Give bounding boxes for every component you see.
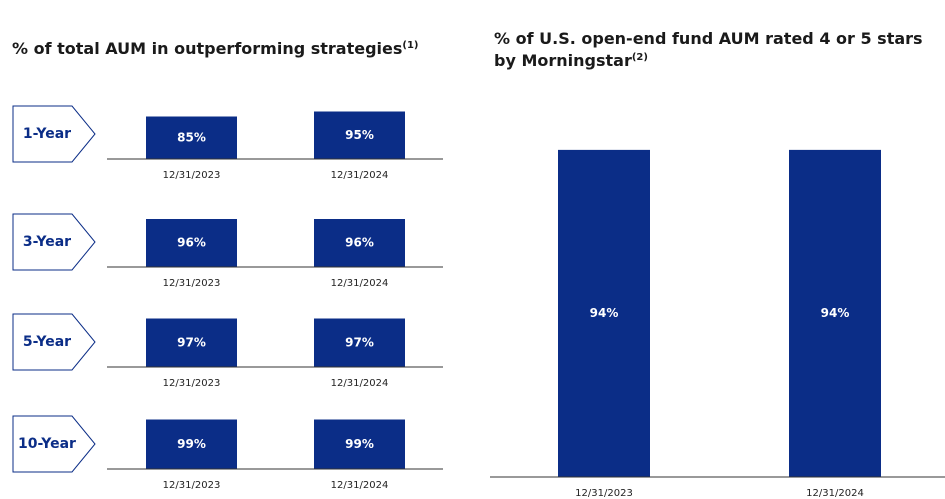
period-label: 1-Year xyxy=(23,126,71,142)
value-label: 96% xyxy=(177,236,206,250)
value-label: 94% xyxy=(821,306,850,320)
value-label: 97% xyxy=(345,335,374,349)
value-label: 85% xyxy=(177,130,206,144)
bar xyxy=(146,318,237,367)
period-tag xyxy=(12,105,96,163)
period-label: 5-Year xyxy=(23,334,71,350)
bar xyxy=(314,419,405,469)
title-text: % of total AUM in outperforming strategi… xyxy=(12,39,403,58)
right-title: % of U.S. open-end fund AUM rated 4 or 5… xyxy=(494,28,939,72)
bar xyxy=(314,111,405,159)
x-tick-label: 12/31/2023 xyxy=(163,480,221,491)
x-tick-label: 12/31/2023 xyxy=(163,170,221,181)
value-label: 96% xyxy=(345,236,374,250)
value-label: 94% xyxy=(590,306,619,320)
value-label: 99% xyxy=(177,437,206,451)
x-tick-label: 12/31/2023 xyxy=(575,488,633,499)
x-tick-label: 12/31/2023 xyxy=(163,278,221,289)
title-text: % of U.S. open-end fund AUM rated 4 or 5… xyxy=(494,29,923,70)
x-tick-label: 12/31/2024 xyxy=(331,278,389,289)
bar xyxy=(146,419,237,469)
value-label: 95% xyxy=(345,128,374,142)
footnote: (2) xyxy=(631,52,648,63)
bar xyxy=(789,149,881,477)
x-tick-label: 12/31/2024 xyxy=(331,378,389,389)
period-tag xyxy=(12,313,96,371)
x-tick-label: 12/31/2023 xyxy=(163,378,221,389)
period-label: 3-Year xyxy=(23,234,71,250)
bar xyxy=(558,149,650,477)
period-tag xyxy=(12,415,96,473)
period-tag xyxy=(12,213,96,271)
value-label: 97% xyxy=(177,335,206,349)
bar xyxy=(314,318,405,367)
bar xyxy=(146,116,237,159)
x-tick-label: 12/31/2024 xyxy=(331,480,389,491)
x-tick-label: 12/31/2024 xyxy=(331,170,389,181)
bar xyxy=(314,219,405,267)
value-label: 99% xyxy=(345,437,374,451)
period-label: 10-Year xyxy=(18,436,76,452)
bar xyxy=(146,219,237,267)
footnote: (1) xyxy=(402,40,419,51)
left-title: % of total AUM in outperforming strategi… xyxy=(12,38,452,60)
x-tick-label: 12/31/2024 xyxy=(806,488,864,499)
